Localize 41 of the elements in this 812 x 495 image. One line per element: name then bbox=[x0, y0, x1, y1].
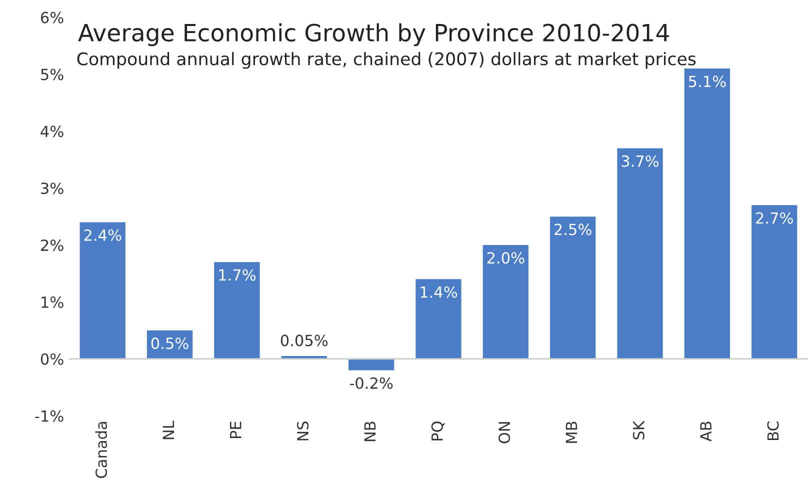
y-tick-label: 4% bbox=[40, 126, 64, 138]
data-label: 0.5% bbox=[151, 338, 188, 350]
data-label: 2.5% bbox=[554, 224, 592, 236]
bar bbox=[80, 222, 126, 359]
data-label: 5.1% bbox=[688, 76, 726, 88]
bar bbox=[684, 68, 730, 359]
bar bbox=[617, 148, 663, 359]
x-tick-label: ON bbox=[498, 422, 510, 444]
y-tick-label: 6% bbox=[40, 12, 64, 24]
chart-title: Average Economic Growth by Province 2010-2014 bbox=[78, 23, 669, 46]
y-tick-label: 5% bbox=[41, 68, 64, 80]
x-tick-label: NB bbox=[364, 422, 376, 442]
x-tick-label: MB bbox=[566, 422, 578, 443]
bar bbox=[752, 205, 798, 359]
x-tick-label: PQ bbox=[431, 422, 445, 440]
x-tick-label: Canada bbox=[95, 422, 108, 478]
y-tick-label: -1% bbox=[35, 410, 64, 422]
y-tick-label: 2% bbox=[41, 239, 64, 252]
y-tick-label: 3% bbox=[41, 182, 64, 194]
bar bbox=[416, 279, 462, 359]
y-tick-label: 1% bbox=[42, 296, 64, 308]
data-label: 0.05% bbox=[280, 334, 328, 346]
bar bbox=[214, 262, 260, 359]
x-tick-label: NS bbox=[297, 422, 309, 440]
data-label: 1.7% bbox=[219, 269, 256, 281]
data-label: 2.4% bbox=[84, 229, 122, 241]
x-tick-label: NL bbox=[162, 420, 174, 440]
data-label: 2.7% bbox=[756, 212, 793, 224]
data-label: -0.2% bbox=[350, 377, 393, 389]
x-tick-label: BC bbox=[767, 421, 779, 440]
data-label: 2.0% bbox=[487, 252, 524, 264]
data-label: 1.4% bbox=[420, 286, 458, 298]
text: Compound annual growth rate, chained (2007) dollars at market prices bbox=[77, 52, 696, 69]
x-tick-label: PE bbox=[230, 422, 242, 438]
x-tick-label: AB bbox=[700, 422, 712, 442]
data-label: 3.7% bbox=[622, 155, 659, 167]
y-tick-label: 0% bbox=[40, 353, 64, 365]
bar bbox=[348, 358, 394, 370]
x-tick-label: SK bbox=[632, 420, 644, 440]
bar bbox=[550, 216, 596, 359]
bar bbox=[482, 245, 528, 359]
